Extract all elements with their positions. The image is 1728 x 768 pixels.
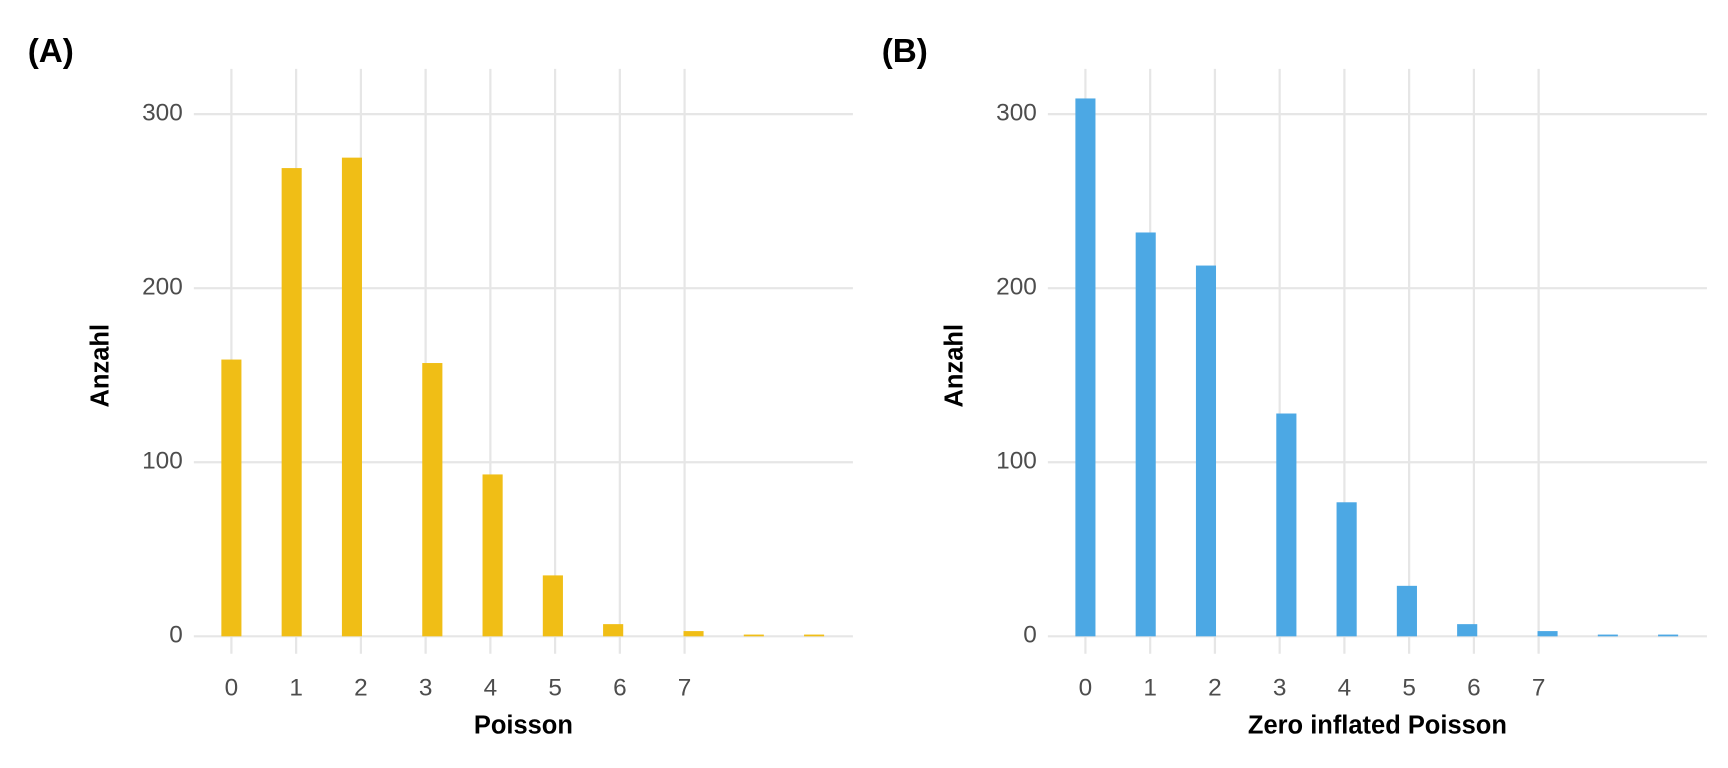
panel-tag: (A) [28, 33, 74, 70]
bar [221, 359, 242, 637]
panel-tag: (B) [882, 33, 928, 70]
x-tick-label: 2 [354, 675, 368, 702]
bar [743, 634, 764, 637]
y-axis-title: Anzahl [87, 324, 115, 407]
y-tick-label: 300 [996, 100, 1037, 127]
x-axis-title: Zero inflated Poisson [1248, 712, 1507, 740]
x-tick-label: 7 [1532, 675, 1546, 702]
x-tick-label: 1 [289, 675, 303, 702]
x-tick-label: 7 [678, 675, 692, 702]
y-tick-label: 100 [996, 448, 1037, 475]
bar [1075, 98, 1096, 637]
bar [1457, 624, 1478, 637]
bar [482, 474, 503, 637]
x-tick-label: 6 [1467, 675, 1481, 702]
bar [542, 575, 563, 637]
x-tick-label: 1 [1143, 675, 1157, 702]
bar [1336, 502, 1357, 637]
bar [281, 168, 302, 637]
x-axis-title: Poisson [474, 712, 573, 740]
bar [1195, 265, 1217, 637]
y-tick-label: 200 [996, 274, 1037, 301]
x-tick-label: 4 [1338, 675, 1352, 702]
x-tick-label: 0 [225, 675, 239, 702]
y-tick-label: 0 [1023, 622, 1037, 649]
x-tick-label: 2 [1208, 675, 1222, 702]
bar [341, 157, 362, 637]
bar [603, 624, 624, 637]
bar [683, 631, 704, 637]
y-axis-title: Anzahl [941, 324, 969, 407]
bar [1597, 634, 1618, 637]
y-tick-label: 200 [142, 274, 183, 301]
bar [1396, 585, 1417, 637]
bar [1537, 631, 1558, 637]
x-tick-label: 0 [1079, 675, 1093, 702]
x-tick-label: 4 [484, 675, 498, 702]
y-tick-label: 300 [142, 100, 183, 127]
y-tick-label: 0 [169, 622, 183, 649]
x-tick-label: 5 [548, 675, 562, 702]
bar [1276, 413, 1297, 637]
x-tick-label: 6 [613, 675, 627, 702]
bar [1135, 232, 1156, 637]
x-tick-label: 3 [1273, 675, 1287, 702]
bar [422, 363, 443, 637]
bar [804, 634, 825, 637]
x-tick-label: 5 [1402, 675, 1416, 702]
y-tick-label: 100 [142, 448, 183, 475]
x-tick-label: 3 [419, 675, 433, 702]
bar [1658, 634, 1679, 637]
